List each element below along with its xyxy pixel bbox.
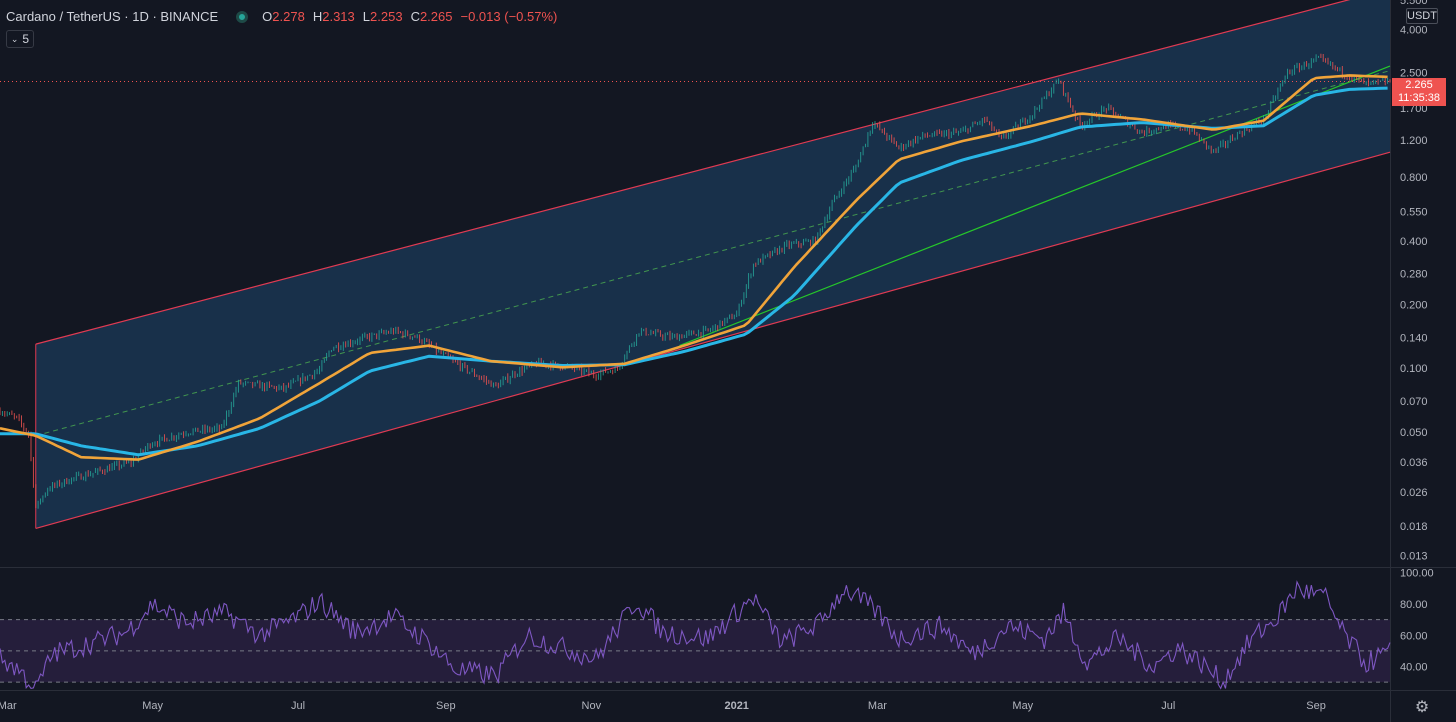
time-tick-label: Mar	[0, 700, 17, 712]
time-tick-label: Mar	[868, 700, 887, 712]
rsi-tick-label: 80.00	[1400, 599, 1428, 611]
bar-countdown: 11:35:38	[1397, 92, 1440, 104]
rsi-tick-label: 100.00	[1400, 568, 1434, 580]
open-key: O	[262, 9, 273, 24]
currency-badge[interactable]: USDT	[1406, 8, 1438, 24]
change-value: −0.013 (−0.57%)	[460, 9, 558, 24]
candles	[0, 53, 1391, 509]
time-tick-label: May	[142, 700, 163, 712]
high-key: H	[312, 9, 323, 24]
price-tick-label: 0.200	[1400, 300, 1428, 312]
last-price-label: 2.265 11:35:38	[1392, 78, 1446, 106]
ema-slow-line	[0, 86, 1388, 457]
time-tick-label: Nov	[582, 700, 602, 712]
price-tick-label: 0.550	[1400, 207, 1428, 219]
price-tick-label: 0.100	[1400, 363, 1428, 375]
symbol-title[interactable]: Cardano / TetherUS · 1D · BINANCE	[6, 9, 219, 24]
price-tick-label: 1.200	[1400, 135, 1428, 147]
gear-icon[interactable]: ⚙	[1414, 699, 1430, 716]
symbol-legend: Cardano / TetherUS · 1D · BINANCE O 2.278…	[6, 9, 557, 24]
rsi-tick-label: 40.00	[1400, 662, 1428, 674]
channel-lower-line	[35, 151, 1391, 529]
indicators-count: 5	[22, 32, 30, 46]
close-value: 2.265	[419, 9, 453, 24]
indicators-toggle-button[interactable]: ⌄ 5	[6, 30, 34, 48]
time-tick-label: Jul	[291, 700, 305, 712]
market-status-icon	[236, 10, 249, 23]
price-tick-label: 0.070	[1400, 396, 1428, 408]
time-tick-label: Jul	[1161, 700, 1175, 712]
high-value: 2.313	[322, 9, 355, 24]
low-value: 2.253	[370, 9, 403, 24]
rsi-line	[0, 580, 1391, 690]
price-tick-label: 0.800	[1400, 172, 1428, 184]
close-key: C	[410, 9, 420, 24]
rsi-tick-label: 60.00	[1400, 630, 1428, 642]
time-tick-label: 2021	[724, 700, 748, 712]
time-tick-label: May	[1012, 700, 1033, 712]
price-tick-label: 0.050	[1400, 427, 1428, 439]
price-tick-label: 0.280	[1400, 269, 1428, 281]
price-tick-label: 0.400	[1400, 236, 1428, 248]
price-tick-label: 0.036	[1400, 457, 1428, 469]
price-tick-label: 0.013	[1400, 551, 1428, 563]
open-value: 2.278	[272, 9, 305, 24]
last-price-value: 2.265	[1405, 79, 1433, 91]
ema-fast-line	[0, 74, 1388, 461]
price-tick-label: 0.026	[1400, 487, 1428, 499]
price-tick-label: 0.018	[1400, 521, 1428, 533]
price-tick-label: 0.140	[1400, 332, 1428, 344]
rsi-band	[0, 619, 1390, 683]
price-tick-label: 2.500	[1400, 68, 1428, 80]
time-tick-label: Sep	[436, 700, 456, 712]
price-tick-label: 5.500	[1400, 0, 1428, 7]
price-tick-label: 4.000	[1400, 24, 1428, 36]
time-tick-label: Sep	[1306, 700, 1326, 712]
chevron-down-icon: ⌄	[10, 33, 19, 44]
regression-channel	[35, 0, 1390, 529]
channel-upper-line	[35, 0, 1351, 345]
low-key: L	[362, 9, 371, 24]
